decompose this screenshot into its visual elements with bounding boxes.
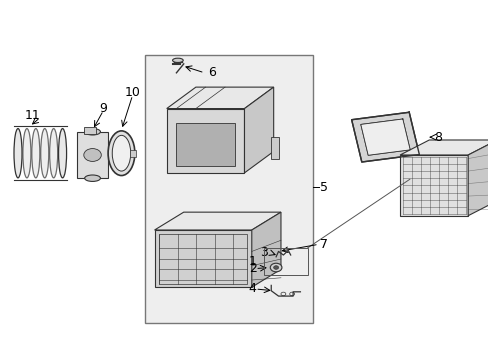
- Polygon shape: [166, 109, 244, 173]
- Polygon shape: [351, 112, 419, 162]
- Ellipse shape: [41, 129, 49, 178]
- Ellipse shape: [50, 129, 58, 178]
- Ellipse shape: [108, 131, 135, 176]
- Polygon shape: [399, 155, 467, 216]
- Polygon shape: [251, 212, 281, 287]
- Text: 9: 9: [100, 102, 107, 115]
- Text: 5: 5: [319, 181, 327, 194]
- Bar: [159, 234, 246, 284]
- Polygon shape: [154, 212, 281, 230]
- Ellipse shape: [59, 129, 66, 178]
- Polygon shape: [399, 140, 488, 155]
- Bar: [176, 123, 234, 166]
- Text: 7: 7: [319, 238, 327, 251]
- Ellipse shape: [112, 135, 130, 171]
- Ellipse shape: [84, 129, 100, 135]
- Circle shape: [270, 263, 282, 272]
- Text: 11: 11: [25, 109, 41, 122]
- Text: 6: 6: [207, 66, 216, 79]
- Bar: [84, 127, 96, 134]
- Bar: [77, 132, 108, 178]
- Text: 1: 1: [248, 255, 256, 268]
- Text: 8: 8: [433, 131, 441, 144]
- Ellipse shape: [32, 129, 40, 178]
- Polygon shape: [244, 87, 273, 173]
- Ellipse shape: [172, 58, 183, 63]
- Ellipse shape: [23, 129, 31, 178]
- Text: 3: 3: [260, 246, 267, 258]
- Bar: [271, 137, 278, 158]
- Bar: [130, 150, 136, 157]
- Circle shape: [83, 149, 101, 161]
- Ellipse shape: [14, 129, 22, 178]
- Text: 10: 10: [124, 86, 141, 99]
- Polygon shape: [360, 119, 409, 155]
- Bar: [144, 55, 312, 323]
- Circle shape: [273, 266, 278, 269]
- Bar: [264, 248, 307, 275]
- Text: 4: 4: [248, 283, 256, 296]
- Polygon shape: [166, 87, 273, 109]
- Polygon shape: [467, 140, 488, 216]
- Polygon shape: [154, 230, 251, 287]
- Ellipse shape: [84, 175, 100, 181]
- Text: 2: 2: [248, 262, 256, 275]
